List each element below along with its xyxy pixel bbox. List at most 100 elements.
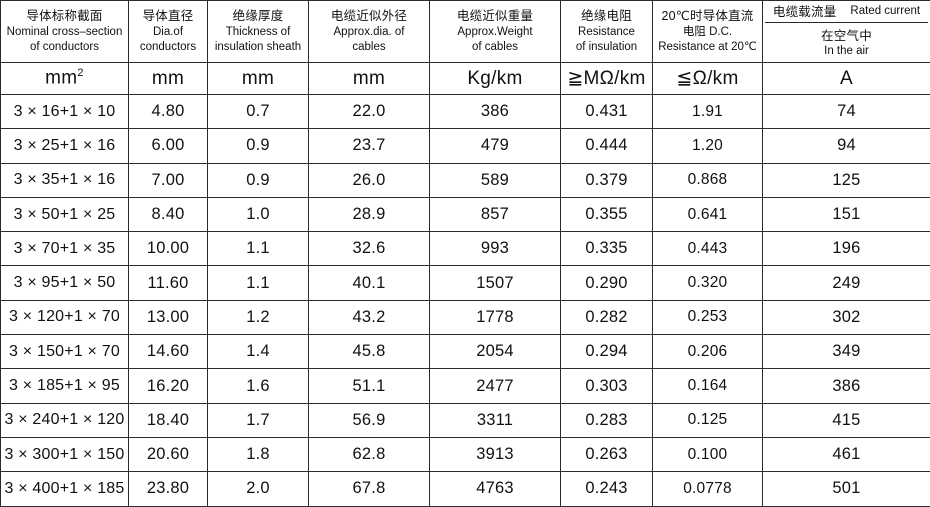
- cell-approx_dia_of_cables: 62.8: [309, 437, 430, 471]
- cell-resistance_of_insulation: 0.303: [561, 369, 653, 403]
- cell-approx_weight_of_cables: 857: [430, 197, 561, 231]
- cell-dc_resistance_at_20c: 0.125: [653, 403, 763, 437]
- cell-rated_current_in_air: 125: [763, 163, 930, 197]
- column-header-resistance-of-insulation: 绝缘电阻 Resistance of insulation: [561, 1, 653, 63]
- cell-thickness_of_insulation_sheath: 0.9: [208, 163, 309, 197]
- cell-approx_weight_of_cables: 1507: [430, 266, 561, 300]
- header-english-line-2: Resistance at 20℃: [658, 40, 757, 55]
- cell-nominal_cross_section: 3 × 300+1 × 150: [1, 437, 129, 471]
- cell-resistance_of_insulation: 0.283: [561, 403, 653, 437]
- cell-rated_current_in_air: 386: [763, 369, 930, 403]
- column-header-rated-current: 电缆载流量 Rated current 在空气中 In the air: [763, 1, 930, 63]
- rated-current-title-band: 电缆载流量 Rated current: [765, 1, 928, 23]
- unit-dia-of-conductors: mm: [129, 63, 208, 95]
- column-header-thickness-of-insulation-sheath: 绝缘厚度 Thickness of insulation sheath: [208, 1, 309, 63]
- cell-dia_of_conductors: 16.20: [129, 369, 208, 403]
- header-english-line-1: 电阻 D.C.: [683, 25, 732, 40]
- unit-resistance-of-insulation: ≧MΩ/km: [561, 63, 653, 95]
- cell-nominal_cross_section: 3 × 240+1 × 120: [1, 403, 129, 437]
- cell-rated_current_in_air: 415: [763, 403, 930, 437]
- table-units-row: mm2 mm mm mm Kg/km ≧MΩ/km ≦Ω/km A: [1, 63, 930, 95]
- cell-resistance_of_insulation: 0.431: [561, 95, 653, 129]
- cell-nominal_cross_section: 3 × 120+1 × 70: [1, 300, 129, 334]
- cell-dia_of_conductors: 20.60: [129, 437, 208, 471]
- cell-resistance_of_insulation: 0.379: [561, 163, 653, 197]
- cell-rated_current_in_air: 249: [763, 266, 930, 300]
- cell-rated_current_in_air: 461: [763, 437, 930, 471]
- cell-dia_of_conductors: 13.00: [129, 300, 208, 334]
- cell-thickness_of_insulation_sheath: 1.2: [208, 300, 309, 334]
- header-english-line-2: of insulation: [576, 40, 637, 55]
- cell-dc_resistance_at_20c: 0.868: [653, 163, 763, 197]
- cell-nominal_cross_section: 3 × 16+1 × 10: [1, 95, 129, 129]
- header-chinese-label: 绝缘电阻: [581, 8, 632, 25]
- header-english-line-2: of conductors: [30, 40, 99, 55]
- cell-rated_current_in_air: 196: [763, 232, 930, 266]
- cell-resistance_of_insulation: 0.335: [561, 232, 653, 266]
- cell-rated_current_in_air: 501: [763, 472, 930, 506]
- cell-approx_dia_of_cables: 26.0: [309, 163, 430, 197]
- cell-dia_of_conductors: 23.80: [129, 472, 208, 506]
- cell-thickness_of_insulation_sheath: 1.0: [208, 197, 309, 231]
- header-chinese-condition: 在空气中: [821, 28, 872, 44]
- cell-resistance_of_insulation: 0.294: [561, 335, 653, 369]
- header-chinese-label: 20℃时导体直流: [661, 8, 753, 25]
- cell-thickness_of_insulation_sheath: 2.0: [208, 472, 309, 506]
- cell-thickness_of_insulation_sheath: 1.7: [208, 403, 309, 437]
- unit-approx-dia-of-cables: mm: [309, 63, 430, 95]
- header-english-title: Rated current: [850, 5, 920, 17]
- cell-dc_resistance_at_20c: 0.443: [653, 232, 763, 266]
- cell-dc_resistance_at_20c: 0.253: [653, 300, 763, 334]
- cell-approx_weight_of_cables: 589: [430, 163, 561, 197]
- cell-dc_resistance_at_20c: 0.0778: [653, 472, 763, 506]
- cell-approx_dia_of_cables: 28.9: [309, 197, 430, 231]
- cell-approx_weight_of_cables: 2054: [430, 335, 561, 369]
- cell-rated_current_in_air: 94: [763, 129, 930, 163]
- cell-rated_current_in_air: 74: [763, 95, 930, 129]
- cell-nominal_cross_section: 3 × 25+1 × 16: [1, 129, 129, 163]
- header-english-condition: In the air: [824, 44, 869, 59]
- cell-thickness_of_insulation_sheath: 1.1: [208, 232, 309, 266]
- cell-resistance_of_insulation: 0.282: [561, 300, 653, 334]
- cell-approx_weight_of_cables: 386: [430, 95, 561, 129]
- cell-dc_resistance_at_20c: 0.164: [653, 369, 763, 403]
- cell-nominal_cross_section: 3 × 70+1 × 35: [1, 232, 129, 266]
- header-english-line-1: Resistance: [578, 25, 635, 40]
- header-chinese-label: 导体标称截面: [26, 8, 102, 25]
- cell-approx_weight_of_cables: 479: [430, 129, 561, 163]
- header-english-line-2: cables: [352, 40, 385, 55]
- cell-dia_of_conductors: 6.00: [129, 129, 208, 163]
- cell-dia_of_conductors: 18.40: [129, 403, 208, 437]
- cell-nominal_cross_section: 3 × 50+1 × 25: [1, 197, 129, 231]
- unit-superscript: 2: [77, 67, 83, 79]
- cell-dc_resistance_at_20c: 1.91: [653, 95, 763, 129]
- cell-dc_resistance_at_20c: 0.206: [653, 335, 763, 369]
- cell-dc_resistance_at_20c: 0.100: [653, 437, 763, 471]
- unit-text: mm: [45, 68, 77, 89]
- cell-dia_of_conductors: 14.60: [129, 335, 208, 369]
- cell-resistance_of_insulation: 0.290: [561, 266, 653, 300]
- unit-thickness-of-insulation-sheath: mm: [208, 63, 309, 95]
- cell-approx_dia_of_cables: 43.2: [309, 300, 430, 334]
- cell-dia_of_conductors: 7.00: [129, 163, 208, 197]
- cell-resistance_of_insulation: 0.444: [561, 129, 653, 163]
- header-chinese-label: 绝缘厚度: [233, 8, 284, 25]
- cell-approx_dia_of_cables: 56.9: [309, 403, 430, 437]
- header-english-line-1: Dia.of: [153, 25, 183, 40]
- column-header-nominal-cross-section: 导体标称截面 Nominal cross–section of conducto…: [1, 1, 129, 63]
- rated-current-condition-band: 在空气中 In the air: [765, 25, 928, 62]
- cell-dia_of_conductors: 8.40: [129, 197, 208, 231]
- cell-approx_weight_of_cables: 993: [430, 232, 561, 266]
- header-chinese-label: 电缆载流量: [773, 1, 837, 20]
- header-english-line-2: insulation sheath: [215, 40, 301, 55]
- column-header-dia-of-conductors: 导体直径 Dia.of conductors: [129, 1, 208, 63]
